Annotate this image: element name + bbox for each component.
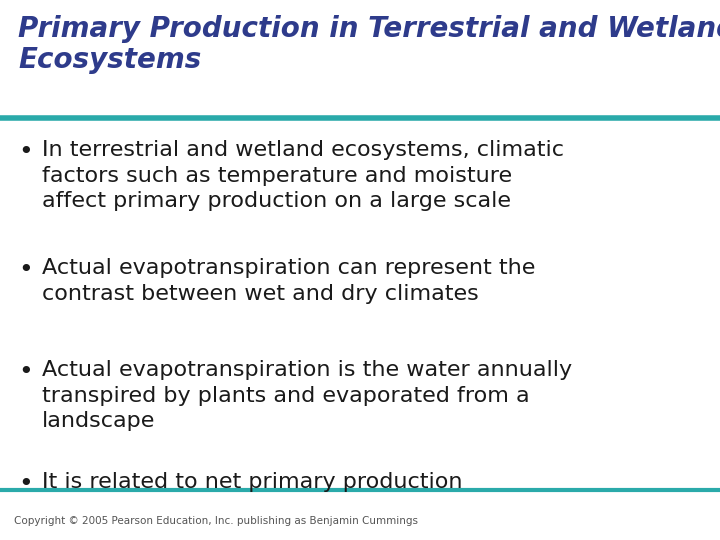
Text: Actual evapotranspiration is the water annually
transpired by plants and evapora: Actual evapotranspiration is the water a… (42, 360, 572, 431)
Text: Primary Production in Terrestrial and Wetland
Ecosystems: Primary Production in Terrestrial and We… (18, 15, 720, 75)
Text: •: • (18, 258, 32, 282)
Text: Copyright © 2005 Pearson Education, Inc. publishing as Benjamin Cummings: Copyright © 2005 Pearson Education, Inc.… (14, 516, 418, 526)
Text: In terrestrial and wetland ecosystems, climatic
factors such as temperature and : In terrestrial and wetland ecosystems, c… (42, 140, 564, 211)
Text: •: • (18, 472, 32, 496)
Text: •: • (18, 360, 32, 384)
Text: •: • (18, 140, 32, 164)
Text: Actual evapotranspiration can represent the
contrast between wet and dry climate: Actual evapotranspiration can represent … (42, 258, 536, 303)
Text: It is related to net primary production: It is related to net primary production (42, 472, 462, 492)
